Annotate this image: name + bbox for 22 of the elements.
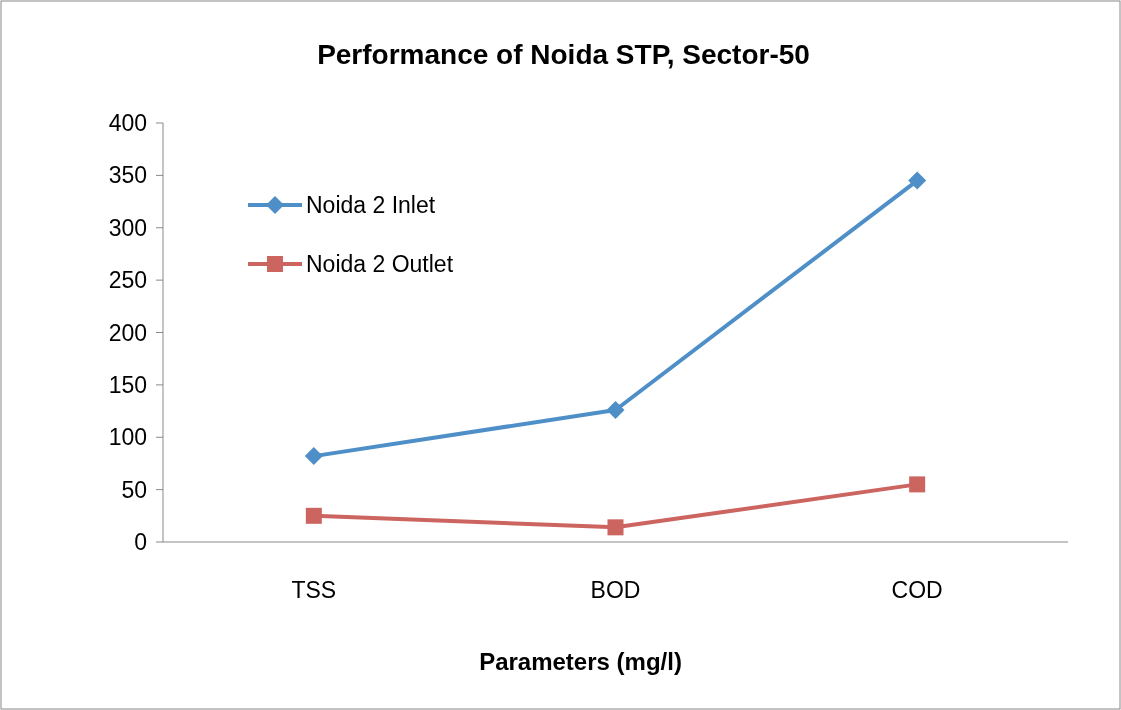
point: [908, 171, 927, 190]
point: [909, 476, 926, 493]
y-tick-label: 100: [108, 424, 147, 451]
y-tick-label: 150: [108, 371, 147, 398]
point: [606, 401, 625, 420]
point: [304, 447, 323, 466]
y-tick-label: 200: [108, 319, 147, 346]
legend-label: Noida 2 Inlet: [306, 192, 436, 219]
point: [305, 507, 322, 524]
y-tick-label: 350: [108, 162, 147, 189]
chart-title: Performance of Noida STP, Sector-50: [317, 39, 810, 70]
y-tick-label: 50: [121, 476, 147, 503]
legend-label: Noida 2 Outlet: [306, 251, 454, 278]
y-tick-label: 0: [134, 529, 147, 556]
point: [607, 519, 624, 536]
x-axis-title: Parameters (mg/l): [479, 648, 682, 675]
x-tick-label: TSS: [291, 577, 337, 603]
y-tick-label: 300: [108, 214, 147, 241]
x-tick-label: BOD: [590, 577, 641, 603]
y-tick-label: 250: [108, 267, 147, 294]
y-tick-label: 400: [108, 110, 147, 137]
x-tick-label: COD: [891, 577, 943, 603]
